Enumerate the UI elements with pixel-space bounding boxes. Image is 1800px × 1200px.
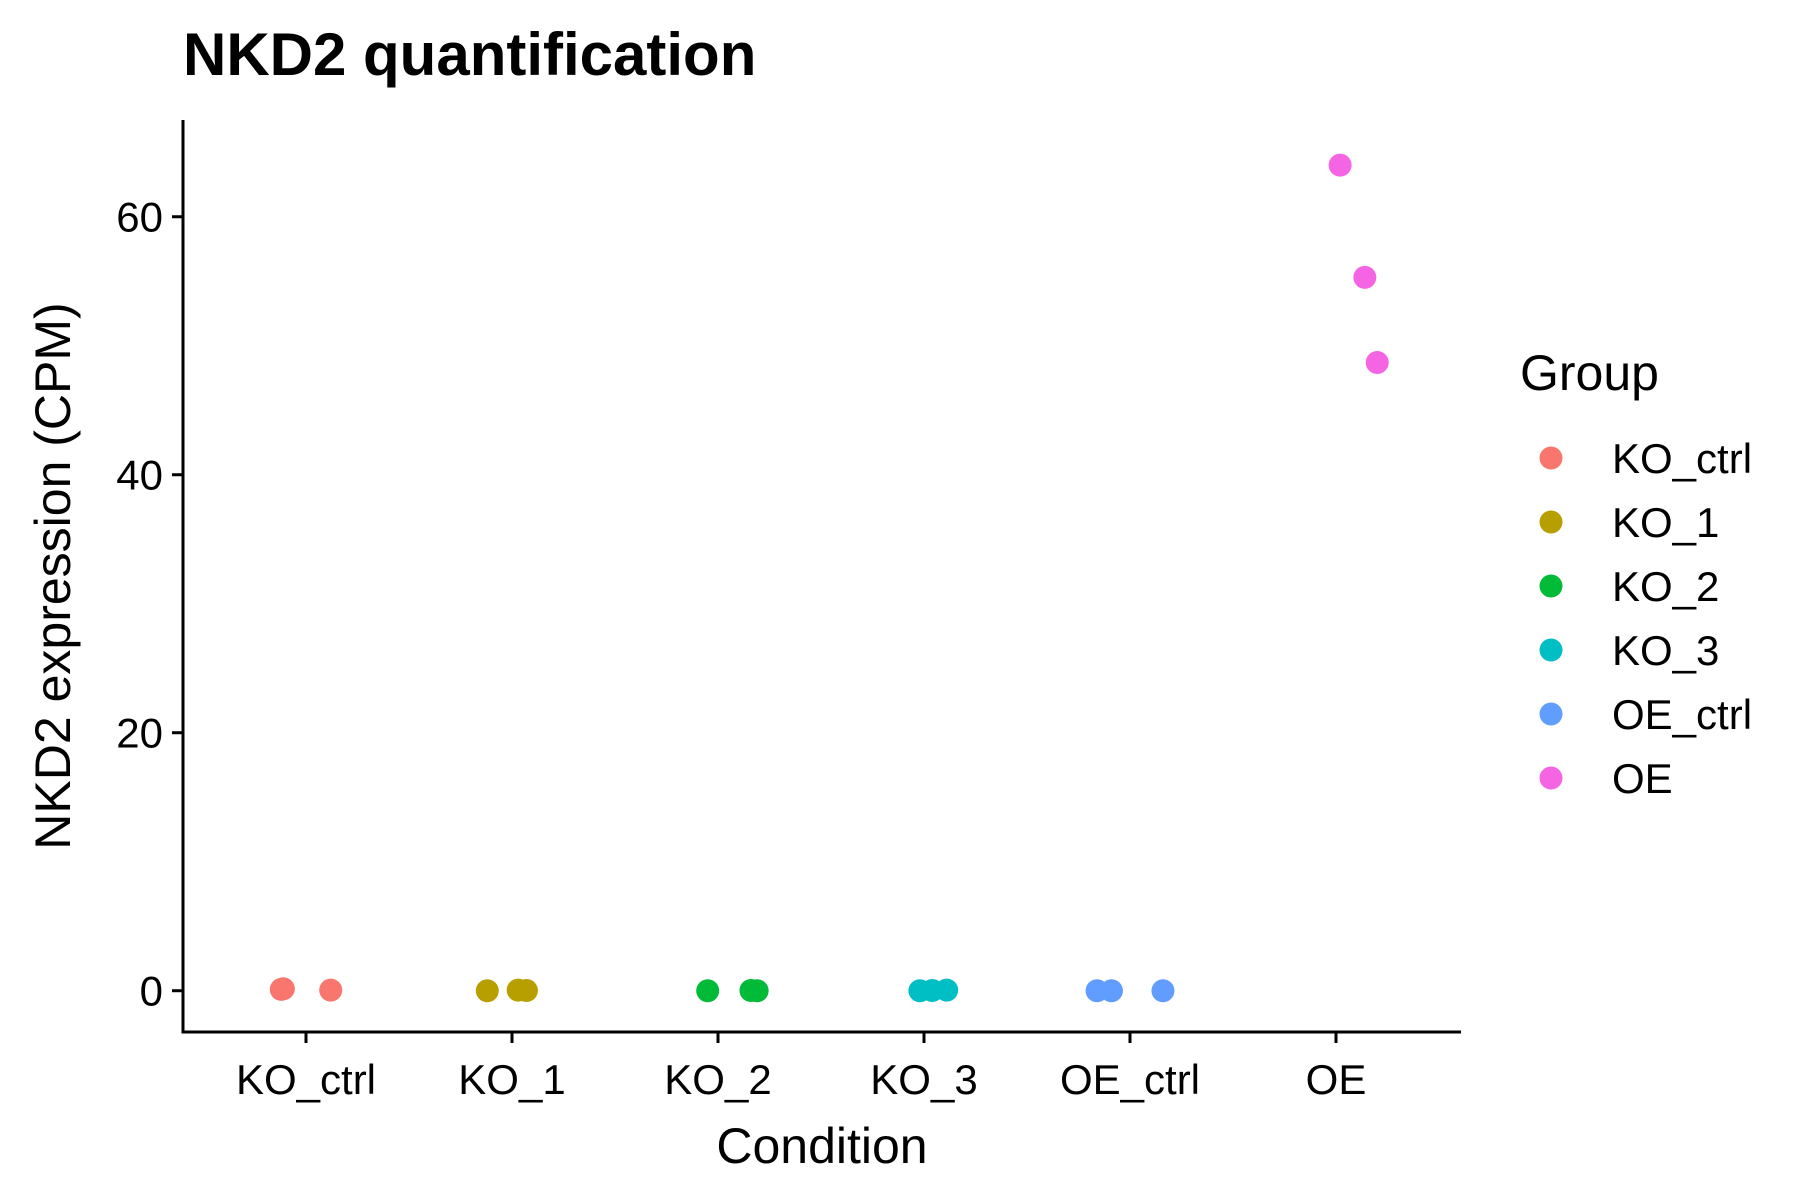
x-tick-label: OE_ctrl — [1060, 1056, 1200, 1103]
x-tick-label: KO_2 — [664, 1056, 771, 1103]
legend-key — [1539, 510, 1563, 534]
legend-key — [1539, 638, 1563, 662]
y-axis-ticks: 0 20 40 60 — [116, 194, 183, 1015]
plot-area: 0 20 40 60 KO_ctrl KO_1 KO_2 KO_3 OE_ctrl OE — [116, 120, 1461, 1103]
data-point-oe-ctrl — [1099, 979, 1123, 1003]
y-tick-label: 20 — [116, 710, 163, 757]
data-point-oe-ctrl — [1151, 979, 1175, 1003]
legend-label: KO_1 — [1612, 499, 1719, 546]
data-point-ko-2 — [696, 979, 720, 1003]
legend-key — [1539, 574, 1563, 598]
x-tick-label: KO_1 — [458, 1056, 565, 1103]
legend-label: KO_2 — [1612, 563, 1719, 610]
legend-item: KO_1 — [1539, 499, 1719, 546]
legend-title: Group — [1520, 345, 1659, 401]
data-points — [269, 153, 1389, 1003]
legend-items: KO_ctrl KO_1 KO_2 KO_3 OE_ctrl OE — [1539, 435, 1752, 802]
legend-item: KO_2 — [1539, 563, 1719, 610]
data-point-ko-3 — [935, 978, 959, 1002]
data-point-oe — [1328, 153, 1352, 177]
legend-label: OE_ctrl — [1612, 691, 1752, 738]
legend-key — [1539, 766, 1563, 790]
legend-key — [1539, 446, 1563, 470]
data-point-ko-1 — [514, 978, 538, 1002]
data-point-ko-ctrl — [319, 978, 343, 1002]
y-axis-title: NKD2 expression (CPM) — [25, 302, 81, 849]
x-tick-label: KO_ctrl — [236, 1056, 376, 1103]
data-point-ko-1 — [475, 979, 499, 1003]
x-axis-title: Condition — [716, 1118, 927, 1174]
legend-key — [1539, 702, 1563, 726]
legend-item: OE_ctrl — [1539, 691, 1752, 738]
data-point-ko-ctrl — [271, 977, 295, 1001]
data-point-oe — [1365, 351, 1389, 375]
y-tick-label: 60 — [116, 194, 163, 241]
legend-label: KO_ctrl — [1612, 435, 1752, 482]
legend-label: KO_3 — [1612, 627, 1719, 674]
x-tick-label: OE — [1306, 1056, 1367, 1103]
y-tick-label: 40 — [116, 452, 163, 499]
legend-item: OE — [1539, 755, 1673, 802]
y-tick-label: 0 — [140, 968, 163, 1015]
data-point-ko-2 — [745, 979, 769, 1003]
legend: Group KO_ctrl KO_1 KO_2 KO_3 OE_ctrl OE — [1520, 345, 1752, 802]
legend-label: OE — [1612, 755, 1673, 802]
x-tick-label: KO_3 — [870, 1056, 977, 1103]
chart-title: NKD2 quantification — [183, 21, 756, 88]
x-axis-ticks: KO_ctrl KO_1 KO_2 KO_3 OE_ctrl OE — [236, 1032, 1366, 1103]
legend-item: KO_ctrl — [1539, 435, 1752, 482]
legend-item: KO_3 — [1539, 627, 1719, 674]
data-point-oe — [1353, 265, 1377, 289]
